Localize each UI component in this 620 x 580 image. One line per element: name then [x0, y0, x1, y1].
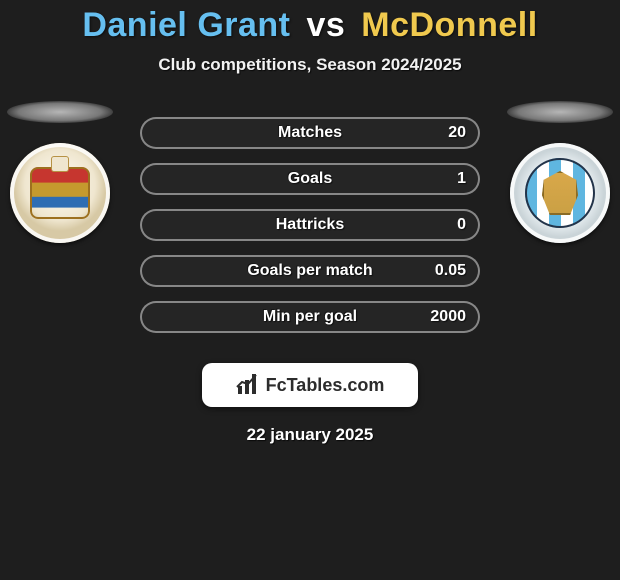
title-player2: McDonnell: [361, 6, 537, 44]
stat-value-p2: 20: [448, 124, 466, 142]
stat-row-matches: Matches 20: [140, 117, 480, 149]
player2-side: [500, 101, 620, 243]
stat-label: Goals: [288, 170, 332, 188]
brand-text: FcTables.com: [266, 375, 385, 396]
brand-badge[interactable]: FcTables.com: [202, 363, 418, 407]
comparison-card: Daniel Grant vs McDonnell Club competiti…: [0, 0, 620, 580]
stat-label: Hattricks: [276, 216, 344, 234]
stat-row-goals: Goals 1: [140, 163, 480, 195]
stat-row-hattricks: Hattricks 0: [140, 209, 480, 241]
stat-label: Matches: [278, 124, 342, 142]
stat-value-p2: 0: [457, 216, 466, 234]
stat-value-p2: 2000: [430, 308, 466, 326]
comparison-arena: Matches 20 Goals 1 Hattricks 0 Goals per…: [0, 117, 620, 347]
snapshot-date: 22 january 2025: [0, 425, 620, 445]
stat-bars: Matches 20 Goals 1 Hattricks 0 Goals per…: [140, 117, 480, 333]
stat-row-goals-per-match: Goals per match 0.05: [140, 255, 480, 287]
stat-value-p2: 1: [457, 170, 466, 188]
stat-label: Min per goal: [263, 308, 357, 326]
bar-chart-icon: [236, 374, 260, 396]
club-crest-player2: [510, 143, 610, 243]
player-shadow: [507, 101, 613, 123]
subtitle: Club competitions, Season 2024/2025: [0, 55, 620, 75]
stat-row-min-per-goal: Min per goal 2000: [140, 301, 480, 333]
title-vs: vs: [300, 6, 351, 44]
club-crest-player1: [10, 143, 110, 243]
player-shadow: [7, 101, 113, 123]
stat-label: Goals per match: [247, 262, 372, 280]
title-player1: Daniel Grant: [82, 6, 290, 44]
page-title: Daniel Grant vs McDonnell: [0, 6, 620, 45]
stat-value-p2: 0.05: [435, 262, 466, 280]
player1-side: [0, 101, 120, 243]
